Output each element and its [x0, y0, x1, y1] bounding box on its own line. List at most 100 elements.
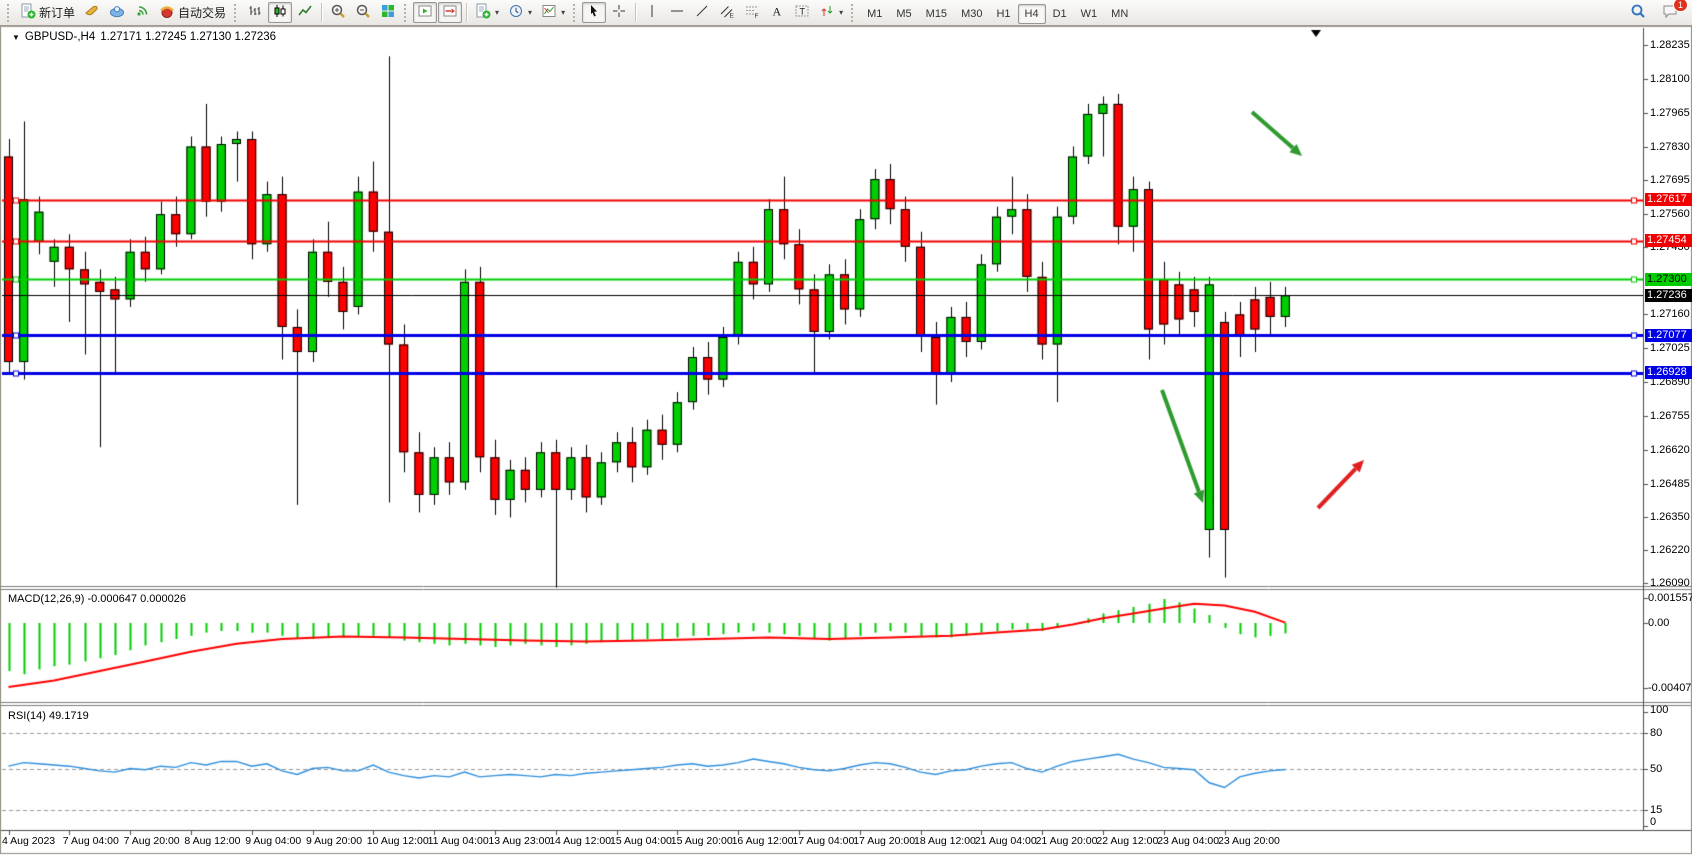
time-axis-label: 17 Aug 04:00 — [792, 835, 855, 847]
toolbar-separator — [635, 3, 637, 22]
text-label-tool-button[interactable]: T — [790, 2, 814, 23]
timeframe-mn[interactable]: MN — [1111, 7, 1129, 20]
timeframe-m15[interactable]: M15 — [925, 7, 948, 20]
timeframe-w1[interactable]: W1 — [1080, 7, 1098, 20]
time-axis-label: 21 Aug 04:00 — [974, 835, 1037, 847]
new-order-button[interactable]: 新订单 — [16, 2, 79, 23]
price-tick-label: 1.26755 — [1650, 409, 1690, 422]
zoom-in-button[interactable] — [326, 2, 350, 23]
macd-indicator-label: MACD(12,26,9) -0.000647 0.000026 — [8, 593, 186, 605]
toolbar-grip — [234, 3, 239, 22]
periods-button[interactable]: ▾ — [504, 2, 536, 23]
toolbar: 新订单 自动交易 — [0, 0, 1692, 26]
notifications-button[interactable]: 1 — [1658, 0, 1688, 23]
new-order-icon — [20, 3, 36, 22]
price-tick-label: 1.27830 — [1650, 140, 1690, 153]
price-tick-label: 1.28100 — [1650, 72, 1690, 85]
timeframe-h1[interactable]: H1 — [996, 7, 1011, 20]
price-tick-label: 1.27965 — [1650, 106, 1690, 119]
time-axis-label: 23 Aug 04:00 — [1157, 835, 1220, 847]
trendline-tool-button[interactable] — [690, 2, 714, 23]
timeframe-m1[interactable]: M1 — [867, 7, 883, 20]
bar-chart-icon — [247, 3, 263, 22]
crosshair-button[interactable] — [607, 2, 631, 23]
timeframe-d1[interactable]: D1 — [1052, 7, 1067, 20]
time-axis-label: 17 Aug 20:00 — [853, 835, 916, 847]
price-tick-label: 1.26620 — [1650, 443, 1690, 456]
time-axis-label: 4 Aug 2023 — [2, 835, 56, 847]
auto-trading-icon — [159, 3, 175, 22]
indicators-icon — [475, 3, 491, 22]
time-axis-label: 8 Aug 12:00 — [184, 835, 241, 847]
auto-scroll-icon — [417, 3, 433, 22]
price-badge: 1.27617 — [1645, 193, 1692, 207]
channel-icon: E — [719, 3, 735, 22]
auto-scroll-button[interactable] — [413, 2, 438, 23]
price-tick-label: 1.27560 — [1650, 208, 1690, 221]
vertical-line-tool-button[interactable] — [640, 2, 664, 23]
price-tick-label: 1.27695 — [1650, 174, 1690, 187]
zoom-out-button[interactable] — [351, 2, 375, 23]
toolbar-separator — [466, 3, 468, 22]
rsi-tick-label: 50 — [1650, 762, 1663, 775]
arrows-tool-button[interactable]: ▾ — [815, 2, 847, 23]
fibonacci-tool-button[interactable]: F — [740, 2, 764, 23]
chart-title[interactable]: ▼ GBPUSD-,H4 1.27171 1.27245 1.27130 1.2… — [12, 31, 276, 43]
chart-shift-icon — [442, 3, 458, 22]
price-badge: 1.27300 — [1645, 272, 1692, 286]
toolbar-grip — [404, 3, 409, 22]
tile-windows-button[interactable] — [376, 2, 400, 23]
rsi-tick-label: 100 — [1650, 704, 1669, 716]
macd-tick-label: -0.004072 — [1648, 682, 1692, 695]
toolbar-right-group: 1 — [1626, 0, 1688, 23]
price-tick-label: 1.26350 — [1650, 511, 1690, 524]
candlestick-chart-icon — [272, 3, 288, 22]
community-button[interactable] — [105, 2, 129, 23]
cloud-user-icon — [109, 3, 125, 22]
svg-text:F: F — [755, 13, 759, 19]
price-tick-label: 1.27160 — [1650, 308, 1690, 321]
bar-chart-button[interactable] — [243, 2, 267, 23]
chart-ohlc-values: 1.27171 1.27245 1.27130 1.27236 — [100, 31, 277, 43]
horizontal-line-tool-button[interactable] — [665, 2, 689, 23]
time-axis-label: 15 Aug 04:00 — [610, 835, 672, 847]
metaeditor-button[interactable] — [80, 2, 104, 23]
fibonacci-icon: F — [744, 3, 760, 22]
line-chart-button[interactable] — [293, 2, 317, 23]
trendline-icon — [694, 3, 710, 22]
search-button[interactable] — [1626, 2, 1650, 23]
timeframe-m5[interactable]: M5 — [896, 7, 912, 20]
rsi-tick-label: 15 — [1650, 804, 1663, 817]
rsi-tick-label: 0 — [1650, 816, 1657, 828]
text-label-icon: T — [794, 3, 810, 22]
time-axis-label: 13 Aug 23:00 — [488, 835, 551, 847]
macd-tick-label: 0.001557 — [1648, 592, 1692, 605]
signals-button[interactable] — [130, 2, 154, 23]
cursor-icon — [586, 3, 602, 22]
indicators-button[interactable]: ▾ — [471, 2, 503, 23]
horizontal-line-icon — [669, 3, 685, 22]
price-badge: 1.27236 — [1645, 288, 1692, 302]
timeframe-h4[interactable]: H4 — [1017, 3, 1046, 24]
notification-count-badge: 1 — [1673, 0, 1688, 12]
price-badge: 1.27077 — [1645, 328, 1692, 342]
channel-tool-button[interactable]: E — [715, 2, 739, 23]
arrows-tool-icon — [819, 3, 835, 22]
candlestick-chart-button[interactable] — [268, 2, 293, 23]
time-axis-label: 7 Aug 04:00 — [62, 835, 119, 847]
time-axis-label: 11 Aug 04:00 — [427, 835, 489, 847]
text-tool-button[interactable]: A — [765, 2, 789, 23]
svg-text:T: T — [800, 7, 806, 17]
timeframe-m30[interactable]: M30 — [961, 7, 983, 20]
chart-shift-button[interactable] — [438, 2, 463, 23]
chevron-down-icon: ▾ — [528, 8, 533, 17]
cursor-button[interactable] — [582, 2, 607, 23]
auto-trading-button[interactable]: 自动交易 — [155, 2, 230, 23]
chart-menu-triangle-icon[interactable]: ▼ — [12, 32, 20, 42]
text-icon: A — [769, 3, 785, 22]
tile-windows-icon — [380, 3, 396, 22]
zoom-out-icon — [355, 3, 371, 22]
templates-button[interactable]: ▾ — [537, 2, 569, 23]
